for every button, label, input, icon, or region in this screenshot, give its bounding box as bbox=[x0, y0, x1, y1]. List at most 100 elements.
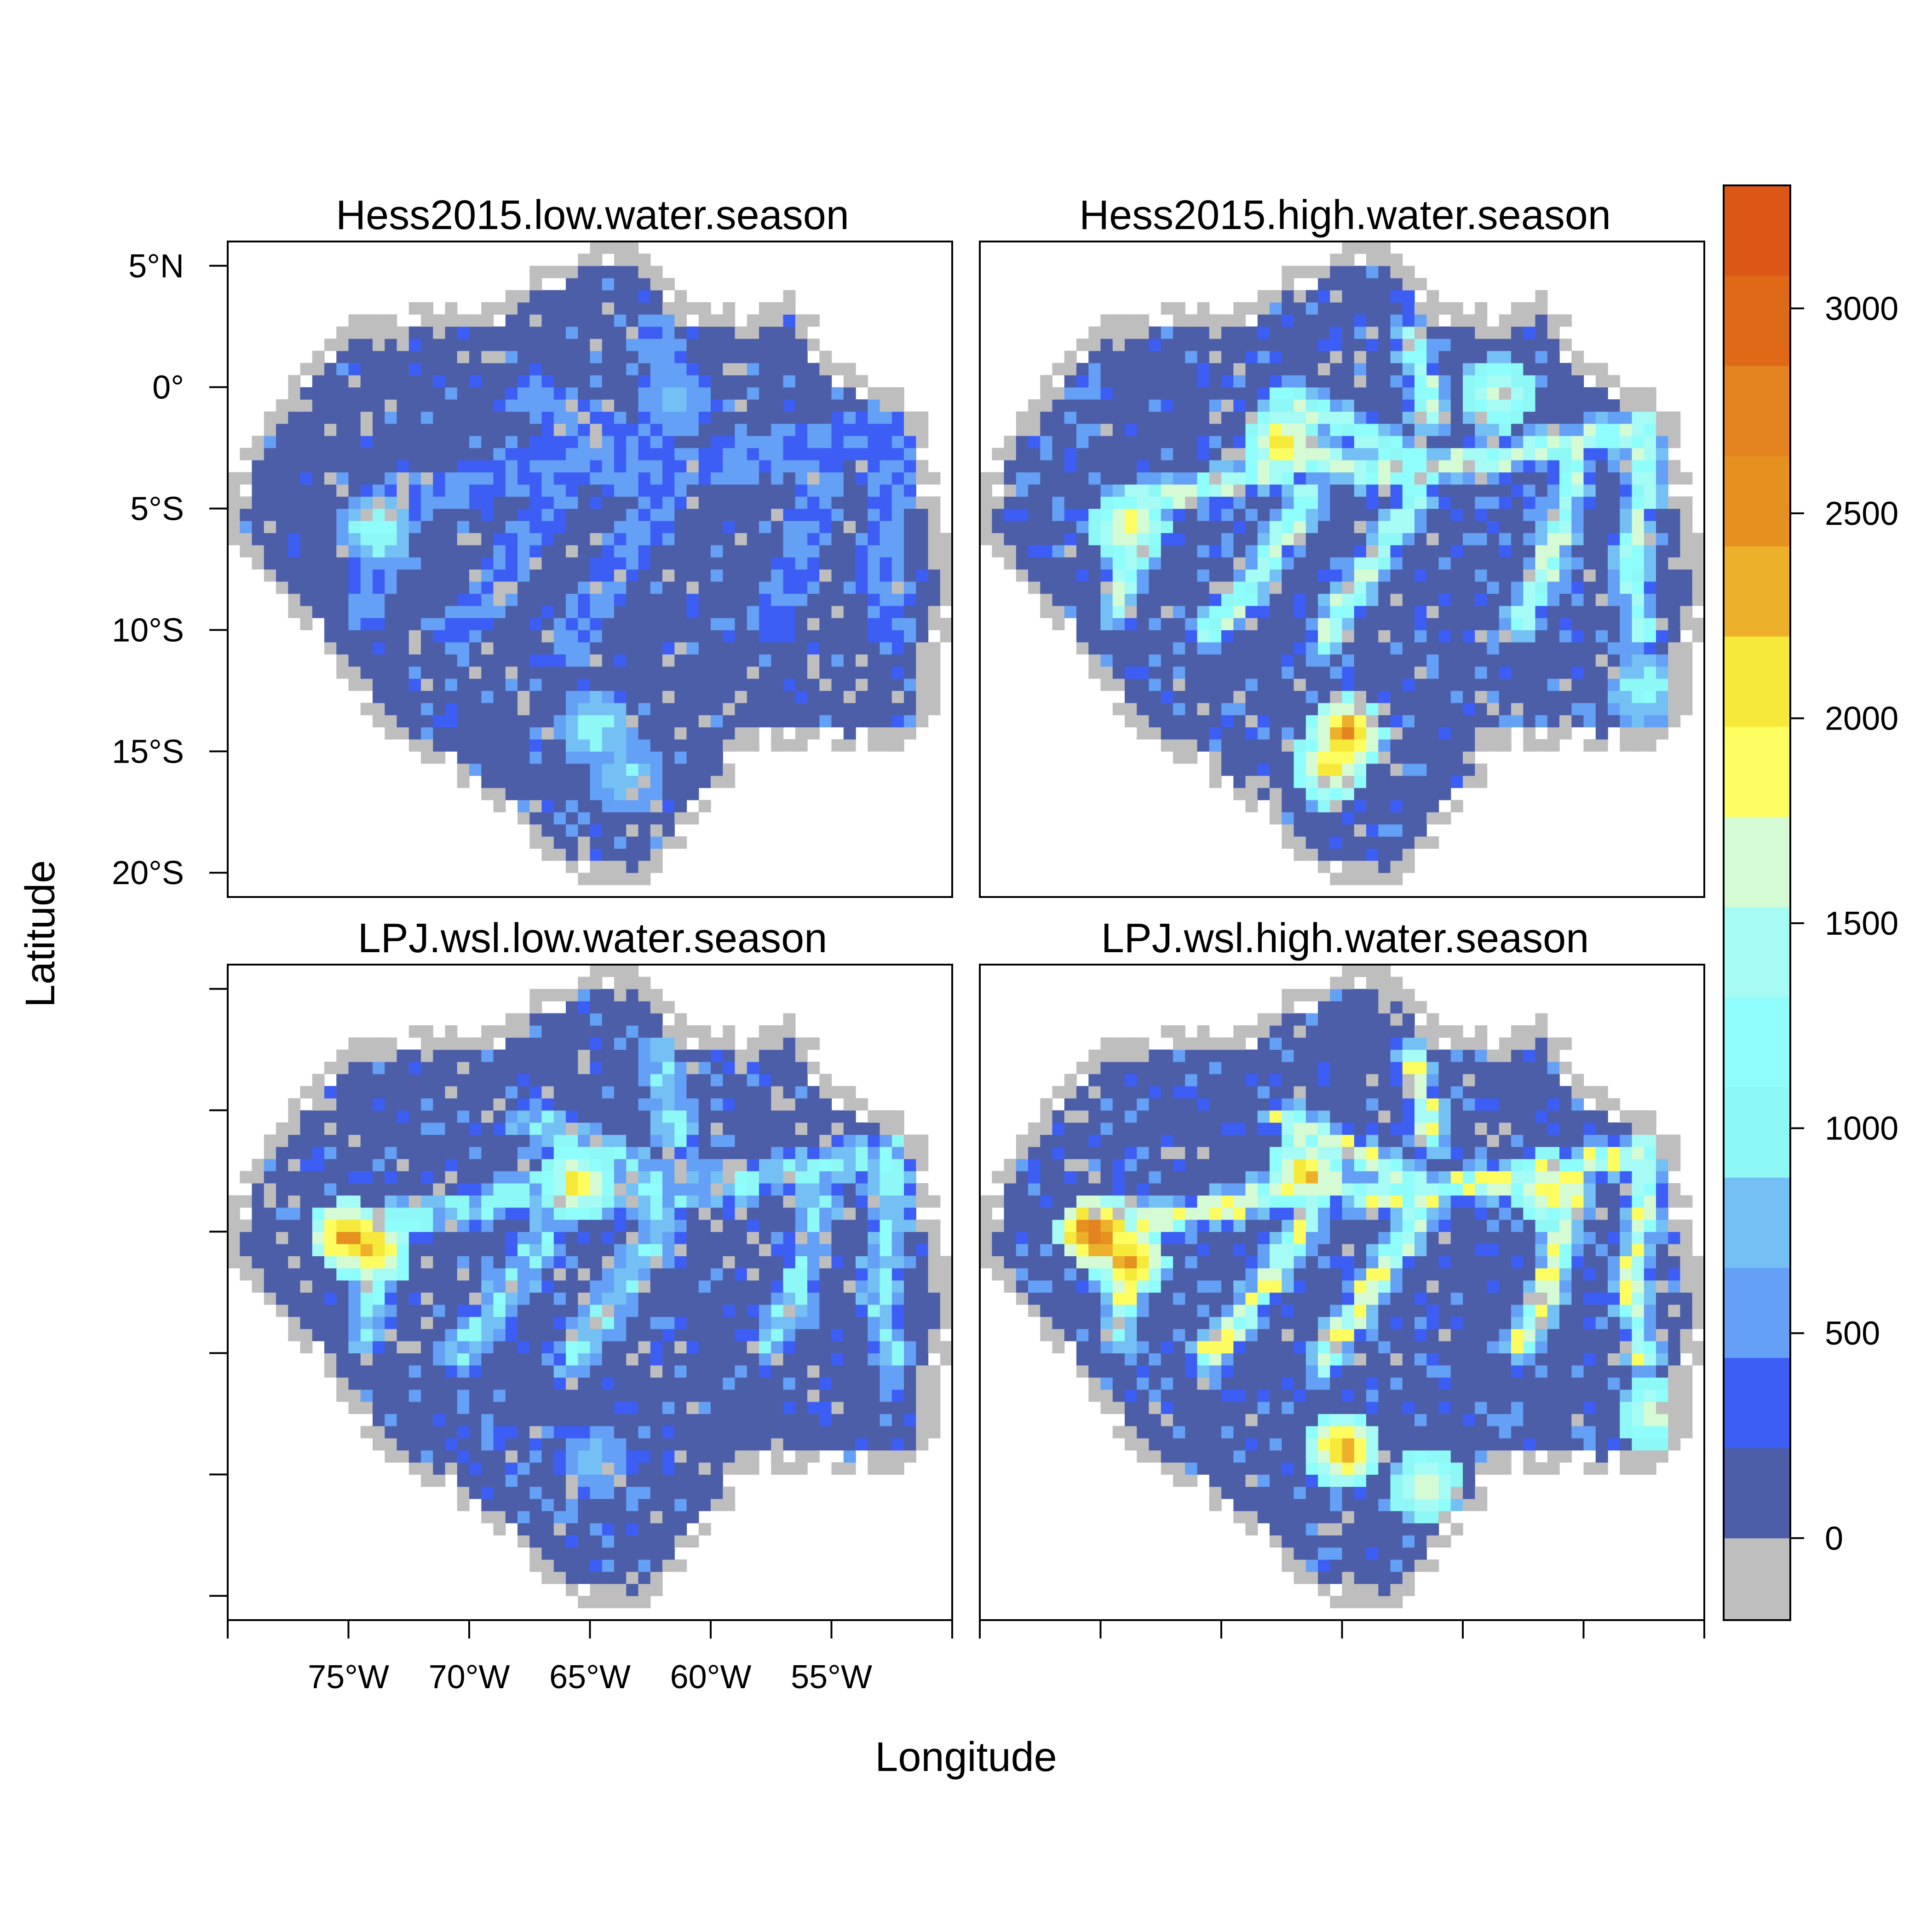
grid-cell bbox=[445, 1438, 458, 1451]
grid-cell bbox=[1463, 642, 1475, 655]
grid-cell bbox=[1318, 690, 1330, 703]
grid-cell bbox=[1342, 702, 1355, 715]
grid-cell bbox=[662, 702, 675, 715]
grid-cell bbox=[698, 314, 711, 327]
grid-cell bbox=[397, 1377, 409, 1390]
grid-cell bbox=[831, 533, 844, 546]
grid-cell bbox=[1668, 545, 1681, 558]
grid-cell bbox=[397, 1243, 409, 1256]
grid-cell bbox=[541, 290, 554, 303]
grid-cell bbox=[336, 630, 349, 643]
grid-cell bbox=[481, 314, 494, 327]
grid-cell bbox=[469, 339, 482, 351]
grid-cell bbox=[566, 690, 578, 703]
grid-cell bbox=[1366, 399, 1379, 412]
grid-cell bbox=[1547, 411, 1560, 424]
grid-cell bbox=[373, 1183, 385, 1196]
grid-cell bbox=[1245, 387, 1258, 400]
grid-cell bbox=[324, 1243, 337, 1256]
grid-cell bbox=[1342, 739, 1355, 752]
grid-cell bbox=[638, 739, 651, 752]
grid-cell bbox=[1100, 484, 1113, 497]
grid-cell bbox=[1209, 520, 1222, 533]
grid-cell bbox=[373, 496, 385, 509]
grid-cell bbox=[602, 399, 615, 412]
grid-cell bbox=[674, 678, 687, 691]
grid-cell bbox=[747, 496, 759, 509]
grid-cell bbox=[1463, 581, 1475, 594]
grid-cell bbox=[336, 351, 349, 363]
grid-cell bbox=[1221, 326, 1234, 339]
grid-cell bbox=[698, 739, 711, 752]
grid-cell bbox=[1463, 605, 1475, 618]
grid-cell bbox=[493, 763, 506, 776]
grid-cell bbox=[614, 630, 627, 643]
grid-cell bbox=[469, 399, 482, 412]
grid-cell bbox=[457, 314, 470, 327]
grid-cell bbox=[481, 1146, 494, 1159]
grid-cell bbox=[1173, 605, 1185, 618]
grid-cell bbox=[1245, 302, 1258, 315]
grid-cell bbox=[1463, 654, 1475, 667]
grid-cell bbox=[276, 1292, 288, 1305]
grid-cell bbox=[433, 1049, 446, 1062]
grid-cell bbox=[300, 496, 313, 509]
grid-cell bbox=[602, 666, 615, 679]
grid-cell bbox=[252, 1243, 264, 1256]
grid-cell bbox=[1185, 508, 1198, 521]
grid-cell bbox=[891, 520, 904, 533]
grid-cell bbox=[650, 351, 663, 363]
grid-cell bbox=[457, 1195, 470, 1208]
grid-cell bbox=[1233, 690, 1246, 703]
grid-cell bbox=[590, 484, 603, 497]
grid-cell bbox=[831, 484, 844, 497]
grid-cell bbox=[1040, 411, 1053, 424]
grid-cell bbox=[408, 739, 421, 752]
grid-cell bbox=[686, 776, 699, 788]
grid-cell bbox=[662, 436, 675, 448]
grid-cell bbox=[348, 1122, 361, 1135]
grid-cell bbox=[1499, 630, 1512, 643]
grid-cell bbox=[1535, 618, 1548, 631]
grid-cell bbox=[602, 375, 615, 388]
grid-cell bbox=[397, 702, 409, 715]
grid-cell bbox=[1149, 678, 1162, 691]
grid-cell bbox=[252, 460, 264, 472]
grid-cell bbox=[1330, 436, 1343, 448]
grid-cell bbox=[481, 399, 494, 412]
grid-cell bbox=[1414, 460, 1427, 472]
grid-cell bbox=[566, 776, 578, 788]
grid-cell bbox=[626, 362, 639, 375]
grid-cell bbox=[747, 605, 759, 618]
grid-cell bbox=[1209, 460, 1222, 472]
grid-cell bbox=[807, 569, 820, 582]
grid-cell bbox=[1088, 533, 1101, 546]
grid-cell bbox=[1318, 436, 1330, 448]
grid-cell bbox=[1282, 776, 1294, 788]
grid-cell bbox=[1450, 630, 1463, 643]
grid-cell bbox=[1632, 690, 1644, 703]
grid-cell bbox=[1076, 642, 1089, 655]
grid-cell bbox=[1402, 630, 1415, 643]
grid-cell bbox=[1511, 460, 1524, 472]
grid-cell bbox=[469, 472, 482, 485]
grid-cell bbox=[1330, 873, 1343, 886]
grid-cell bbox=[348, 1365, 361, 1378]
grid-cell bbox=[1390, 496, 1403, 509]
grid-cell bbox=[638, 727, 651, 740]
grid-cell bbox=[819, 545, 832, 558]
grid-cell bbox=[904, 618, 916, 631]
grid-cell bbox=[1366, 314, 1379, 327]
grid-cell bbox=[1354, 860, 1367, 873]
grid-cell bbox=[553, 1486, 566, 1499]
grid-cell bbox=[529, 290, 542, 303]
grid-cell bbox=[1149, 690, 1162, 703]
grid-cell bbox=[1414, 351, 1427, 363]
grid-cell bbox=[433, 654, 446, 667]
grid-cell bbox=[457, 751, 470, 764]
grid-cell bbox=[566, 460, 578, 472]
grid-cell bbox=[771, 448, 784, 460]
grid-cell bbox=[457, 1365, 470, 1378]
grid-cell bbox=[771, 593, 784, 606]
grid-cell bbox=[1450, 375, 1463, 388]
